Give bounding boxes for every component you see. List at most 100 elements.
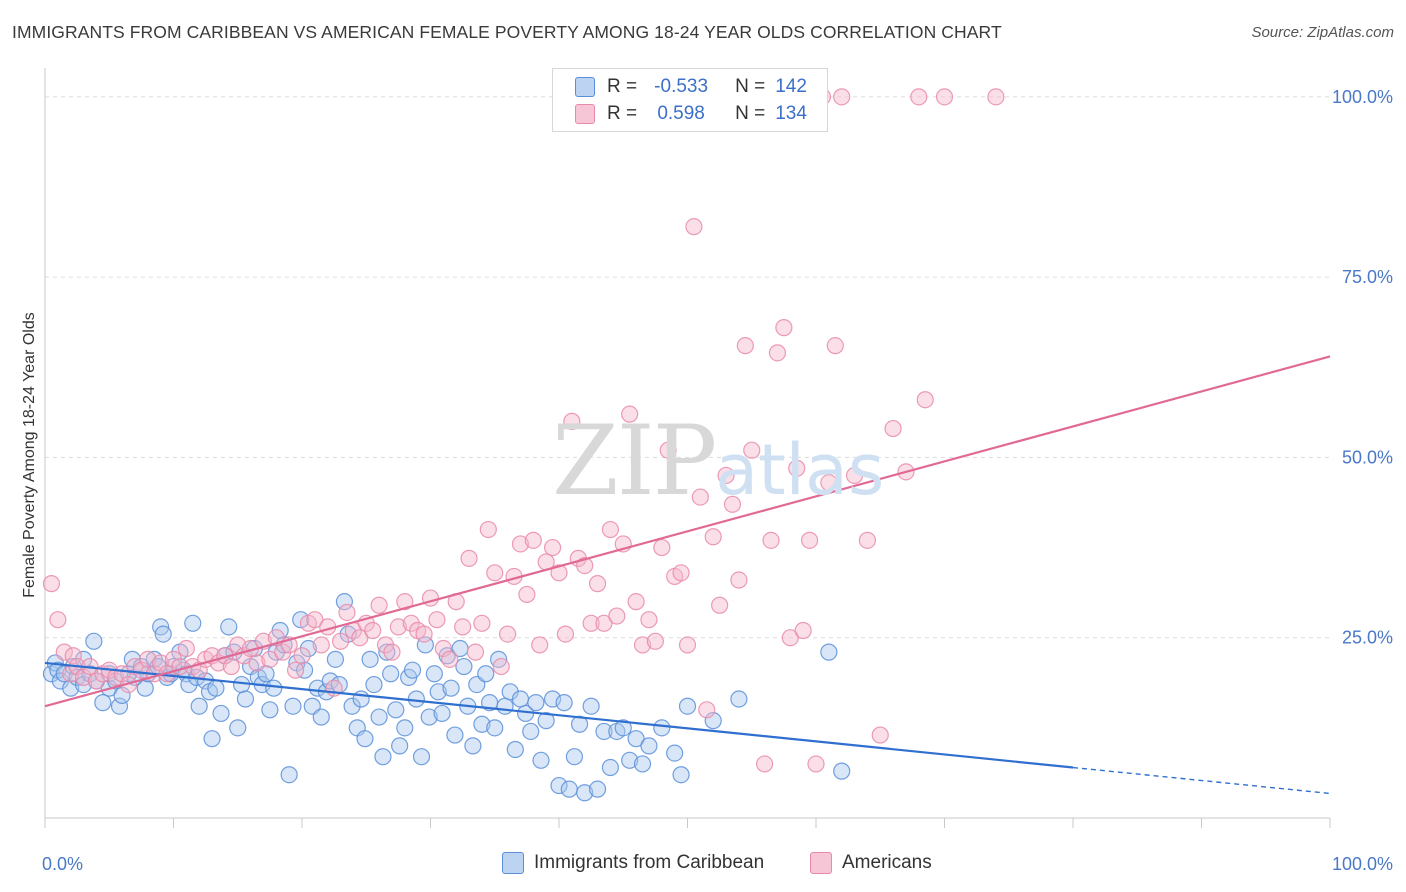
americans-point [845, 466, 864, 485]
caribbean-point [378, 643, 396, 661]
caribbean-point [425, 665, 443, 683]
americans-point [473, 614, 491, 632]
americans-point [543, 538, 562, 557]
caribbean-point [343, 697, 361, 715]
caribbean-point [537, 712, 555, 730]
caribbean-point [212, 704, 230, 723]
caribbean-point [640, 737, 658, 755]
caribbean-point [352, 690, 370, 708]
legend-r-value: -0.533 [654, 76, 709, 97]
caribbean-point [265, 679, 283, 697]
caribbean-point [284, 697, 302, 715]
caribbean-point [74, 675, 93, 694]
caribbean-point [833, 762, 851, 780]
caribbean-point [62, 679, 80, 697]
series-caribbean-points [42, 593, 851, 802]
americans-point [479, 520, 497, 539]
y-axis-label: Female Poverty Among 18-24 Year Olds [21, 312, 38, 598]
caribbean-point [391, 737, 409, 755]
caribbean-point [555, 694, 573, 712]
americans-point [755, 755, 774, 773]
bottom-legend-swatch-americans [810, 852, 832, 874]
caribbean-point [496, 697, 514, 715]
caribbean-point [382, 665, 400, 683]
caribbean-point [653, 719, 671, 737]
americans-point [222, 657, 240, 676]
americans-point [820, 474, 838, 492]
watermark: ZIPatlas [552, 405, 884, 517]
americans-point [312, 636, 330, 654]
caribbean-point [477, 665, 495, 683]
americans-point [518, 585, 536, 604]
legend-row-americans: R = 0.598 N = 134 [575, 101, 807, 127]
caribbean-point [110, 697, 129, 715]
caribbean-point [374, 748, 392, 766]
americans-point [396, 593, 414, 611]
americans-point [261, 650, 279, 668]
americans-point [563, 412, 581, 430]
x-tick-label: 100.0% [1332, 854, 1393, 874]
caribbean-point [299, 639, 318, 658]
caribbean-point [730, 690, 748, 708]
americans-point [389, 618, 407, 636]
caribbean-point [416, 636, 434, 654]
caribbean-point [203, 730, 221, 748]
x-tick-label: 0.0% [42, 854, 83, 874]
caribbean-point [190, 697, 208, 715]
americans-point [640, 611, 658, 629]
americans-point [685, 218, 703, 236]
americans-point [550, 564, 568, 582]
bottom-legend-caribbean: Immigrants from Caribbean [502, 852, 764, 874]
caribbean-point [335, 593, 354, 611]
caribbean-point [312, 708, 330, 726]
caribbean-point [565, 748, 584, 766]
trend-line-americans [44, 355, 1331, 708]
caribbean-point [361, 650, 379, 668]
caribbean-point [464, 737, 482, 755]
americans-point [794, 621, 812, 640]
caribbean-point [576, 784, 594, 802]
bottom-legend-label-americans: Americans [842, 852, 932, 873]
caribbean-point [588, 780, 607, 798]
legend-n-label: N = [735, 76, 766, 97]
caribbean-point [261, 701, 279, 719]
caribbean-point [207, 679, 225, 697]
caribbean-point [672, 766, 690, 784]
legend-n-value: 134 [775, 103, 807, 124]
tick-labels: 25.0% 50.0% 75.0% 100.0% 0.0% 100.0% [42, 87, 1393, 874]
legend-swatch-caribbean [575, 77, 595, 97]
caribbean-point [136, 679, 154, 697]
caribbean-point [511, 690, 530, 708]
caribbean-point [527, 694, 545, 712]
americans-point [74, 668, 93, 686]
americans-point [698, 701, 716, 719]
americans-point [743, 441, 761, 459]
americans-point [383, 643, 401, 661]
grid-lines [45, 96, 1330, 639]
caribbean-point [236, 690, 255, 708]
americans-point [152, 654, 170, 672]
chart-title: IMMIGRANTS FROM CARIBBEAN VS AMERICAN FE… [12, 22, 1002, 42]
americans-point [608, 607, 626, 625]
americans-point [49, 611, 67, 629]
caribbean-point [407, 690, 425, 708]
americans-point [781, 629, 799, 647]
legend-r-label: R = [607, 76, 638, 97]
legend-n-value: 142 [775, 76, 807, 97]
americans-point [64, 647, 82, 665]
americans-point [306, 611, 324, 629]
legend-row-caribbean: R = -0.533 N = 142 [575, 74, 807, 100]
americans-point [351, 629, 369, 647]
caribbean-point [473, 715, 491, 733]
americans-point [627, 593, 645, 611]
americans-point [274, 643, 292, 661]
bottom-legend-label-caribbean: Immigrants from Caribbean [534, 852, 765, 873]
americans-point [499, 625, 517, 643]
bottom-legend-swatch-caribbean [502, 852, 524, 874]
americans-point [87, 672, 106, 690]
americans-point [402, 614, 420, 632]
americans-point [633, 636, 652, 654]
americans-point [177, 639, 195, 658]
caribbean-point [820, 643, 838, 661]
